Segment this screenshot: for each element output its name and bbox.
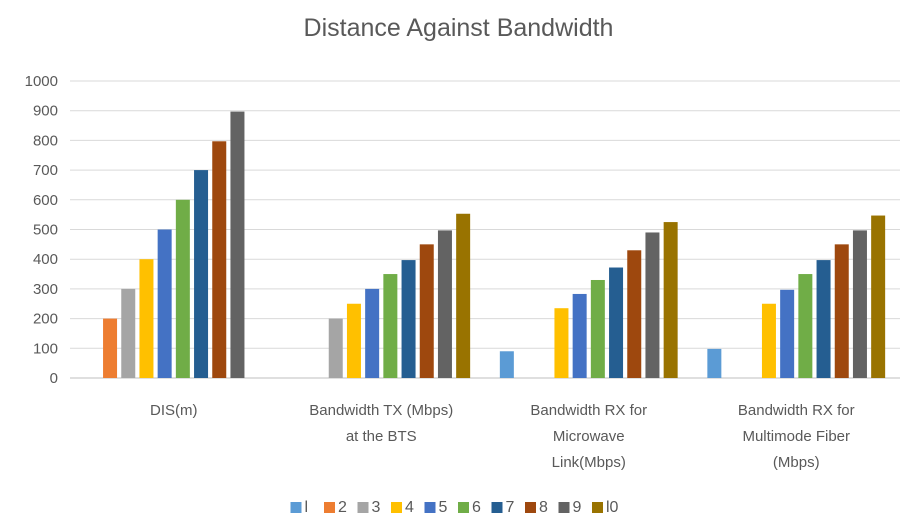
legend-swatch bbox=[357, 502, 369, 513]
legend: l 2 3 4 5 6 7 8 9 l0 bbox=[290, 499, 619, 516]
legend-label: 3 bbox=[372, 499, 381, 516]
bar-series-7-cat-2 bbox=[609, 267, 624, 378]
y-tick-label: 1000 bbox=[25, 73, 58, 90]
bar-series-2-cat-0 bbox=[103, 318, 118, 378]
bar-series-6-cat-3 bbox=[798, 274, 813, 378]
bar-series-4-cat-3 bbox=[761, 303, 776, 378]
category-label: DIS(m) bbox=[150, 402, 198, 419]
legend-swatch bbox=[424, 502, 436, 513]
legend-label: l0 bbox=[606, 499, 619, 516]
category-label: Bandwidth RX for bbox=[530, 402, 647, 419]
legend-swatch bbox=[458, 502, 469, 513]
bar-series-6-cat-1 bbox=[383, 274, 398, 378]
legend-swatch bbox=[290, 502, 302, 513]
category-label: Bandwidth TX (Mbps) bbox=[309, 402, 453, 419]
category-label: Microwave bbox=[553, 428, 625, 445]
bar-series-4-cat-0 bbox=[139, 259, 154, 378]
y-tick-label: 100 bbox=[33, 340, 58, 357]
legend-label: 2 bbox=[338, 499, 347, 516]
legend-swatch bbox=[324, 502, 335, 513]
bar-series-5-cat-2 bbox=[572, 293, 587, 378]
legend-label: 9 bbox=[573, 499, 582, 516]
legend-label: 5 bbox=[439, 499, 448, 516]
bar-series-9-cat-1 bbox=[437, 230, 452, 378]
legend-swatch bbox=[391, 502, 402, 513]
bar-series-3-cat-0 bbox=[121, 288, 136, 378]
y-tick-label: 300 bbox=[33, 281, 58, 298]
bar-series-7-cat-0 bbox=[194, 170, 209, 378]
y-tick-label: 800 bbox=[33, 132, 58, 149]
bar-series-l0-cat-3 bbox=[871, 215, 886, 378]
legend-swatch bbox=[491, 502, 503, 513]
bar-series-8-cat-1 bbox=[419, 244, 434, 378]
legend-swatch bbox=[525, 502, 536, 513]
category-label: Link(Mbps) bbox=[552, 454, 626, 471]
legend-label: 7 bbox=[506, 499, 515, 516]
y-tick-label: 900 bbox=[33, 103, 58, 120]
legend-swatch bbox=[558, 502, 570, 513]
bar-series-3-cat-1 bbox=[328, 318, 343, 378]
chart-title: Distance Against Bandwidth bbox=[303, 14, 614, 42]
bar-series-9-cat-3 bbox=[852, 230, 867, 378]
bar-series-4-cat-1 bbox=[346, 303, 361, 378]
category-label: Bandwidth RX for bbox=[738, 402, 855, 419]
y-tick-label: 600 bbox=[33, 192, 58, 209]
legend-swatch bbox=[592, 502, 603, 513]
bar-series-7-cat-1 bbox=[401, 260, 416, 378]
legend-label: 8 bbox=[539, 499, 548, 516]
bar-series-9-cat-0 bbox=[230, 111, 245, 378]
category-labels: DIS(m) Bandwidth TX (Mbps) at the BTS Bandw… bbox=[150, 402, 855, 471]
legend-label: 4 bbox=[405, 499, 414, 516]
bar-series-8-cat-3 bbox=[834, 244, 849, 378]
bar-series-6-cat-2 bbox=[590, 279, 605, 378]
bar-series-5-cat-3 bbox=[780, 289, 795, 378]
y-tick-label: 500 bbox=[33, 222, 58, 239]
bar-series-8-cat-0 bbox=[212, 141, 227, 378]
legend-label: l bbox=[305, 499, 309, 516]
bar-series-6-cat-0 bbox=[175, 199, 190, 378]
bar-series-5-cat-1 bbox=[365, 288, 380, 378]
y-tick-label: 200 bbox=[33, 311, 58, 328]
category-label: at the BTS bbox=[346, 428, 417, 445]
bar-series-4-cat-2 bbox=[554, 308, 569, 378]
category-label: (Mbps) bbox=[773, 454, 820, 471]
bars bbox=[103, 111, 886, 378]
bar-series-5-cat-0 bbox=[157, 229, 172, 378]
legend-label: 6 bbox=[472, 499, 481, 516]
y-tick-label: 700 bbox=[33, 162, 58, 179]
bar-series-l-cat-2 bbox=[499, 351, 514, 378]
category-label: Multimode Fiber bbox=[742, 428, 850, 445]
bar-series-l-cat-3 bbox=[707, 348, 722, 378]
bar-series-9-cat-2 bbox=[645, 232, 660, 378]
bar-series-l0-cat-1 bbox=[456, 213, 471, 378]
y-axis-ticks: 0 100 200 300 400 500 600 700 800 900 1000 bbox=[25, 73, 58, 387]
bar-series-8-cat-2 bbox=[627, 250, 642, 378]
y-tick-label: 0 bbox=[50, 370, 58, 387]
gridlines bbox=[70, 80, 900, 379]
bar-series-7-cat-3 bbox=[816, 260, 831, 378]
y-tick-label: 400 bbox=[33, 251, 58, 268]
bar-series-l0-cat-2 bbox=[663, 222, 678, 378]
